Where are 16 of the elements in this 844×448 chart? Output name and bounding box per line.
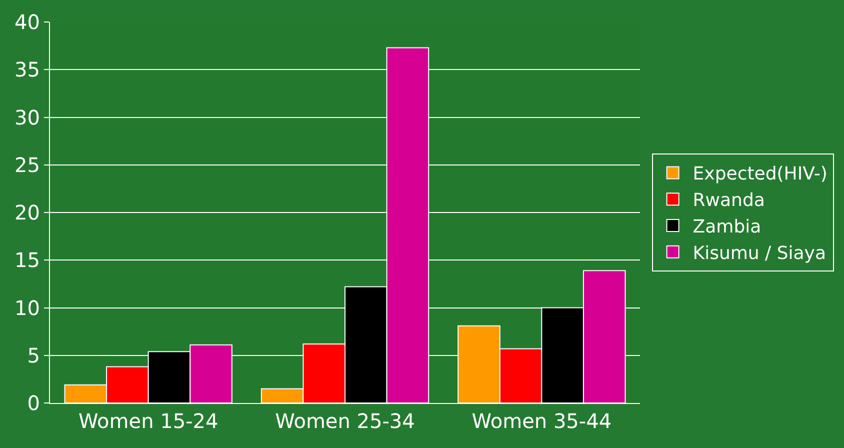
- y-tick-label: 20: [14, 200, 40, 224]
- legend-label: Kisumu / Siaya: [692, 242, 826, 264]
- x-tick-label: Women 25-34: [275, 409, 415, 433]
- y-tick-label: 5: [27, 343, 40, 368]
- legend-label: Zambia: [692, 216, 762, 238]
- y-tick-label: 15: [14, 248, 40, 272]
- y-tick-label: 0: [27, 391, 40, 415]
- y-tick-label: 30: [14, 105, 40, 130]
- y-tick-label: 40: [14, 10, 40, 34]
- y-tick-label: 35: [14, 58, 40, 82]
- x-tick-label: Women 35-44: [472, 409, 612, 433]
- legend-label: Expected(HIV-): [692, 164, 828, 185]
- legend-label: Rwanda: [692, 190, 765, 212]
- y-tick-label: 25: [14, 152, 40, 177]
- y-tick-label: 10: [14, 296, 40, 320]
- x-tick-label: Women 15-24: [78, 409, 218, 433]
